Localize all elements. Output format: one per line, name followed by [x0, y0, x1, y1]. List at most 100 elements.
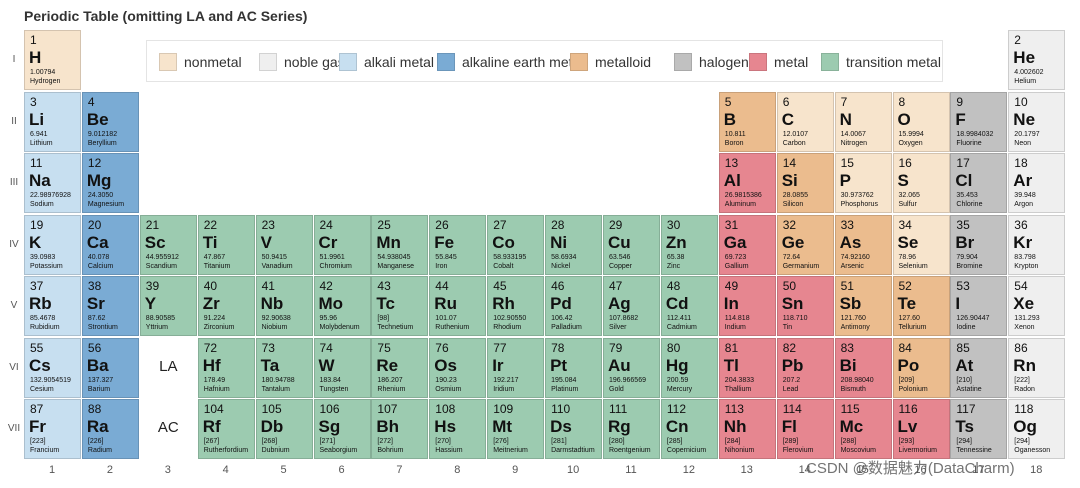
element-symbol: Sb — [839, 294, 862, 313]
element-symbol: Hf — [202, 355, 221, 375]
element-name: Sodium — [30, 201, 54, 208]
column-label: 13 — [740, 464, 753, 476]
element-mass: 137.327 — [87, 376, 114, 384]
element-cell-kr: 36 Kr 83.798 Krypton — [1008, 214, 1066, 275]
legend-swatch — [437, 53, 455, 71]
legend-label: transition metal — [846, 54, 941, 70]
element-symbol: V — [260, 232, 272, 252]
element-name: Scandium — [145, 262, 177, 270]
element-cell-ra: 88 Ra [226] Radium — [81, 399, 139, 459]
element-symbol: Nb — [260, 294, 284, 313]
element-symbol: Zr — [202, 294, 220, 313]
element-cell-tl: 81 Tl 204.3833 Thallium — [718, 337, 776, 398]
element-number: 21 — [145, 217, 160, 232]
element-number: 77 — [493, 340, 507, 355]
element-mass: 204.3833 — [724, 376, 754, 384]
element-mass: 10.811 — [724, 130, 746, 138]
element-symbol: As — [839, 232, 862, 252]
element-cell-fr: 87 Fr [223] Francium — [24, 399, 81, 459]
element-name: Titanium — [203, 262, 231, 270]
legend-swatch — [259, 53, 277, 71]
element-symbol: H — [29, 48, 42, 67]
element-cell-rf: 104 Rf [267] Rutherfordium — [197, 399, 255, 459]
element-mass: 178.49 — [203, 376, 226, 384]
element-name: Mercury — [666, 385, 693, 393]
element-cell-lv: 116 Lv [293] Livermorium — [892, 399, 950, 459]
element-cell-cn: 112 Cn [285] Copernicium — [660, 399, 718, 459]
element-symbol: Lv — [897, 417, 918, 436]
element-symbol: Og — [1013, 417, 1037, 436]
element-mass: [280] — [609, 438, 625, 445]
element-mass: 15.9994 — [898, 130, 924, 138]
element-mass: 190.23 — [435, 376, 457, 384]
element-mass: 26.9815386 — [724, 192, 762, 199]
legend-item: transition metal — [821, 52, 941, 72]
element-cell-fe: 26 Fe 55.845 Iron — [429, 214, 487, 275]
element-symbol: In — [723, 294, 739, 313]
element-name: Germanium — [782, 262, 820, 270]
element-name: Krypton — [1014, 262, 1039, 270]
element-name: Indium — [724, 324, 746, 331]
legend-label: alkali metal — [364, 54, 435, 70]
element-mass: 58.6934 — [551, 253, 577, 261]
element-number: 85 — [956, 340, 970, 355]
element-symbol: Cn — [665, 417, 689, 436]
element-number: 30 — [666, 217, 681, 232]
element-name: Moscovium — [840, 447, 876, 454]
element-symbol: Ds — [550, 417, 572, 436]
element-mass: 39.0983 — [30, 253, 56, 261]
element-symbol: Si — [781, 171, 798, 190]
element-cell-ba: 56 Ba 137.327 Barium — [81, 337, 139, 398]
element-mass: 102.90550 — [493, 315, 527, 322]
element-cell-bi: 83 Bi 208.98040 Bismuth — [834, 337, 892, 398]
element-mass: 101.07 — [435, 315, 457, 322]
element-number: 24 — [319, 217, 333, 232]
element-symbol: Cs — [29, 355, 51, 375]
element-symbol: Xe — [1013, 294, 1035, 313]
element-cell-os: 76 Os 190.23 Osmium — [429, 337, 487, 398]
column-label: 17 — [972, 464, 985, 476]
element-mass: 196.966569 — [609, 376, 646, 384]
element-symbol: Au — [608, 355, 631, 375]
element-name: Zinc — [666, 262, 681, 270]
element-name: Carbon — [782, 139, 806, 147]
element-symbol: O — [897, 109, 911, 129]
element-mass: 65.38 — [666, 253, 685, 261]
element-cell-rh: 45 Rh 102.90550 Rhodium — [487, 276, 545, 336]
row-label: VI — [9, 361, 19, 373]
element-cell-zr: 40 Zr 91.224 Zirconium — [197, 276, 255, 336]
legend-item: metalloid — [570, 52, 651, 72]
element-symbol: Cl — [955, 171, 973, 190]
element-mass: [223] — [30, 438, 46, 445]
element-name: Lithium — [30, 139, 53, 147]
element-mass: 95.96 — [319, 315, 338, 322]
element-number: 47 — [609, 279, 623, 293]
element-mass: [98] — [377, 315, 390, 322]
element-cell-sr: 38 Sr 87.62 Strontium — [81, 276, 139, 336]
element-symbol: Rh — [492, 294, 515, 313]
element-symbol: Mo — [318, 294, 344, 313]
element-name: Technetium — [377, 324, 414, 331]
element-symbol: Hs — [434, 417, 457, 436]
element-cell-v: 23 V 50.9415 Vanadium — [255, 214, 313, 275]
element-mass: 114.818 — [724, 315, 750, 322]
element-mass: [272] — [377, 438, 393, 445]
column-label: 6 — [338, 464, 345, 476]
element-number: 37 — [30, 279, 44, 293]
element-name: Tennessine — [956, 447, 992, 454]
element-mass: 118.710 — [782, 315, 808, 322]
element-mass: 126.90447 — [956, 315, 990, 322]
element-cell-hf: 72 Hf 178.49 Hafnium — [197, 337, 255, 398]
element-symbol: B — [723, 109, 737, 129]
element-cell-in: 49 In 114.818 Indium — [718, 276, 776, 336]
element-number: 42 — [319, 279, 333, 293]
element-cell-mc: 115 Mc [288] Moscovium — [834, 399, 892, 459]
element-symbol: Ts — [955, 417, 974, 436]
element-name: Livermorium — [898, 447, 938, 454]
legend-swatch — [821, 53, 839, 71]
element-mass: 186.207 — [377, 376, 403, 384]
element-cell-rn: 86 Rn [222] Radon — [1008, 337, 1066, 398]
element-number: 39 — [145, 279, 160, 293]
element-cell-li: 3 Li 6.941 Lithium — [24, 91, 81, 152]
element-symbol: Cu — [608, 232, 631, 252]
